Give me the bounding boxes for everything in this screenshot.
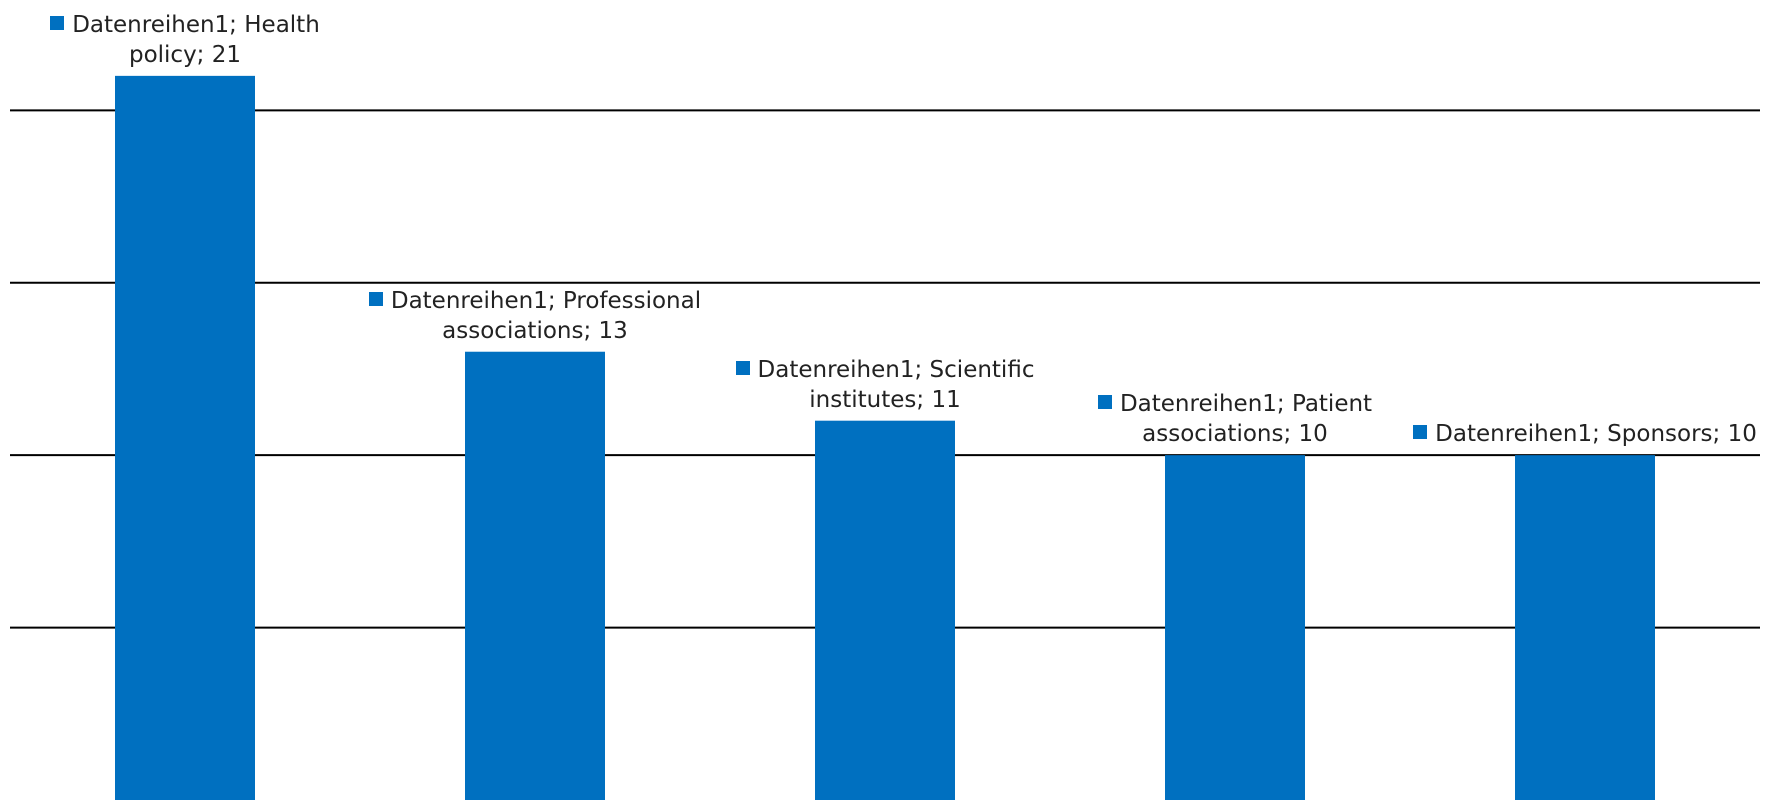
label-text: Datenreihen1; Patient associations; 10 — [1119, 391, 1373, 448]
bar — [115, 75, 255, 800]
data-label: Datenreihen1; Scientific institutes; 11 — [710, 355, 1060, 415]
legend-key — [1413, 425, 1428, 440]
data-label: Datenreihen1; Health policy; 21 — [10, 10, 360, 70]
legend-key — [1097, 395, 1112, 410]
label-text: Datenreihen1; Sponsors; 10 — [1435, 421, 1757, 448]
legend-key — [735, 360, 750, 375]
data-label: Datenreihen1; Patient associations; 10 — [1060, 389, 1410, 449]
bar — [815, 420, 955, 800]
data-label: Datenreihen1; Sponsors; 10 — [1410, 419, 1760, 449]
bar — [1165, 455, 1305, 800]
legend-key — [368, 291, 383, 306]
label-text: Datenreihen1; Scientific institutes; 11 — [757, 356, 1035, 413]
label-text: Datenreihen1; Professional associations;… — [390, 287, 702, 344]
bar — [465, 351, 605, 800]
bar — [1515, 455, 1655, 800]
label-text: Datenreihen1; Health policy; 21 — [72, 11, 320, 68]
data-label: Datenreihen1; Professional associations;… — [360, 286, 710, 346]
legend-key — [50, 15, 65, 30]
